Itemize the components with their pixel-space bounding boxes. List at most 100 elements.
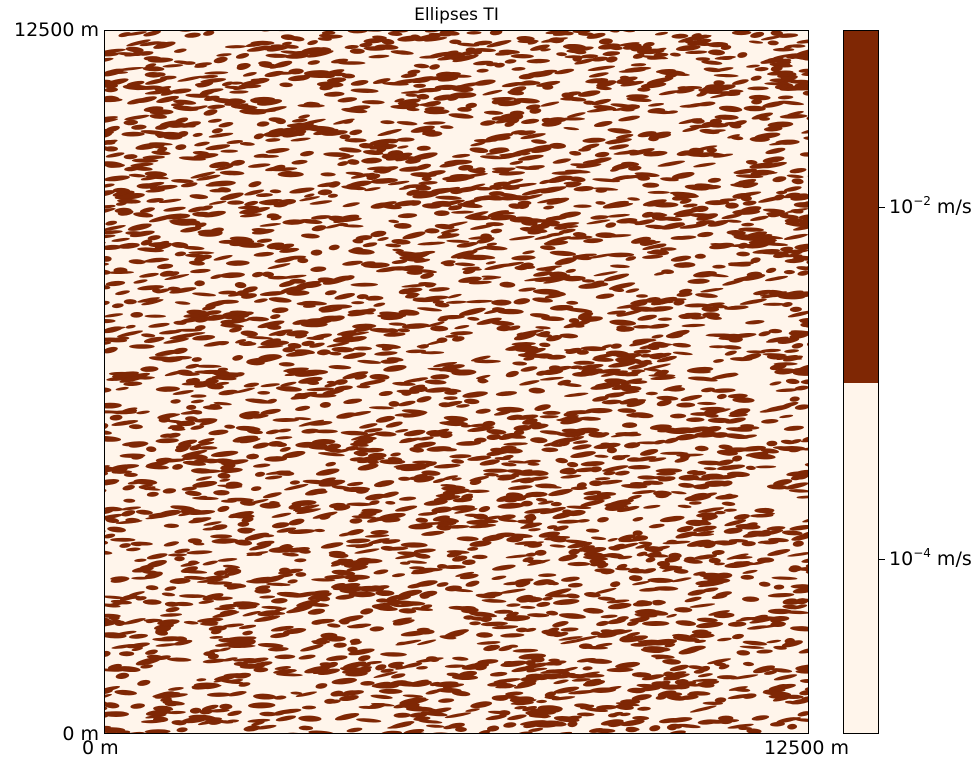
heatmap-ellipse — [388, 219, 400, 224]
heatmap-ellipse — [377, 237, 389, 241]
heatmap-ellipse — [637, 131, 657, 138]
heatmap-ellipse — [762, 302, 786, 306]
heatmap-ellipse — [590, 215, 609, 220]
heatmap-ellipse — [122, 484, 135, 491]
heatmap-ellipse — [486, 434, 502, 441]
heatmap-ellipse — [515, 166, 540, 170]
heatmap-ellipse — [454, 262, 476, 267]
heatmap-ellipse — [783, 425, 804, 431]
heatmap-ellipse — [600, 614, 618, 619]
heatmap-ellipse — [798, 647, 808, 654]
heatmap-ellipse — [257, 345, 284, 349]
heatmap-ellipse — [708, 49, 725, 56]
heatmap-ellipse — [454, 85, 466, 90]
heatmap-ellipse — [189, 445, 202, 451]
heatmap-ellipse — [405, 252, 430, 258]
heatmap-ellipse — [356, 718, 382, 723]
heatmap-ellipse — [451, 210, 474, 214]
heatmap-ellipse — [769, 140, 796, 146]
heatmap-ellipse — [709, 242, 735, 250]
heatmap-ellipse — [549, 304, 574, 311]
heatmap-ellipse — [732, 79, 749, 85]
heatmap-ellipse — [630, 63, 647, 67]
heatmap-ellipse — [361, 157, 382, 164]
heatmap-ellipse — [259, 291, 286, 297]
heatmap-ellipse — [372, 35, 387, 40]
heatmap-ellipse — [158, 198, 182, 204]
heatmap-ellipse — [333, 504, 351, 511]
heatmap-ellipse — [395, 505, 418, 512]
heatmap-ellipse — [274, 666, 292, 670]
heatmap-ellipse — [578, 282, 604, 289]
heatmap-ellipse — [218, 389, 238, 396]
heatmap-ellipse — [189, 707, 202, 714]
heatmap-ellipse — [294, 417, 312, 421]
heatmap-ellipse — [147, 235, 161, 241]
heatmap-ellipse — [494, 211, 515, 215]
heatmap-ellipse — [130, 376, 155, 380]
heatmap-ellipse — [789, 524, 808, 531]
heatmap-ellipse — [307, 40, 318, 46]
heatmap-ellipse — [385, 500, 396, 505]
heatmap-ellipse — [311, 225, 327, 232]
heatmap-ellipse — [670, 491, 687, 495]
heatmap-ellipse — [219, 703, 233, 710]
heatmap-ellipse — [718, 715, 734, 722]
heatmap-ellipse — [567, 561, 591, 567]
heatmap-ellipse — [771, 576, 798, 580]
heatmap-ellipse — [105, 595, 127, 600]
heatmap-ellipse — [739, 434, 757, 439]
heatmap-ellipse — [395, 553, 419, 560]
heatmap-ellipse — [312, 669, 337, 675]
heatmap-ellipse — [264, 456, 288, 462]
heatmap-ellipse — [756, 649, 773, 654]
heatmap-ellipse — [233, 83, 256, 90]
heatmap-ellipse — [397, 213, 418, 219]
x-tick-label-left: 0 m — [82, 737, 119, 759]
heatmap-ellipse — [235, 425, 261, 432]
heatmap-ellipse — [566, 112, 586, 118]
heatmap-ellipse — [524, 276, 552, 282]
heatmap-ellipse — [466, 520, 489, 526]
heatmap-ellipse — [323, 152, 351, 157]
heatmap-ellipse — [661, 269, 674, 275]
heatmap-ellipse — [143, 336, 165, 343]
heatmap-ellipse — [275, 118, 286, 125]
heatmap-ellipse — [205, 300, 228, 308]
heatmap-ellipse — [144, 90, 173, 95]
heatmap-ellipse — [450, 505, 476, 511]
heatmap-ellipse — [794, 243, 808, 250]
heatmap-ellipse — [257, 391, 271, 395]
heatmap-ellipse — [180, 226, 202, 233]
heatmap-ellipse — [316, 72, 335, 79]
heatmap-ellipse — [105, 436, 122, 442]
heatmap-ellipse — [328, 365, 352, 370]
heatmap-ellipse — [732, 633, 744, 640]
heatmap-ellipse — [152, 691, 181, 698]
heatmap-ellipse — [439, 314, 465, 320]
heatmap-ellipse — [785, 192, 801, 199]
heatmap-ellipse — [351, 515, 377, 519]
heatmap-ellipse — [600, 629, 617, 635]
heatmap-ellipse — [721, 213, 743, 220]
heatmap-ellipse — [172, 464, 184, 470]
heatmap-ellipse — [758, 581, 771, 587]
heatmap-ellipse — [550, 501, 562, 507]
heatmap-ellipse — [546, 525, 558, 530]
heatmap-ellipse — [509, 533, 533, 538]
heatmap-ellipse — [557, 222, 580, 227]
heatmap-ellipse — [680, 394, 703, 402]
heatmap-ellipse — [444, 712, 472, 719]
heatmap-ellipse — [566, 673, 588, 679]
heatmap-ellipse — [565, 307, 593, 313]
heatmap-ellipse — [634, 172, 660, 177]
heatmap-ellipse — [422, 100, 441, 107]
heatmap-ellipse — [123, 472, 138, 478]
heatmap-ellipse — [413, 716, 431, 721]
heatmap-ellipse — [449, 39, 462, 45]
heatmap-ellipse — [239, 413, 255, 420]
heatmap-ellipse — [618, 115, 640, 122]
heatmap-ellipse — [226, 719, 240, 723]
heatmap-ellipse — [784, 637, 795, 645]
heatmap-ellipse — [215, 165, 234, 171]
